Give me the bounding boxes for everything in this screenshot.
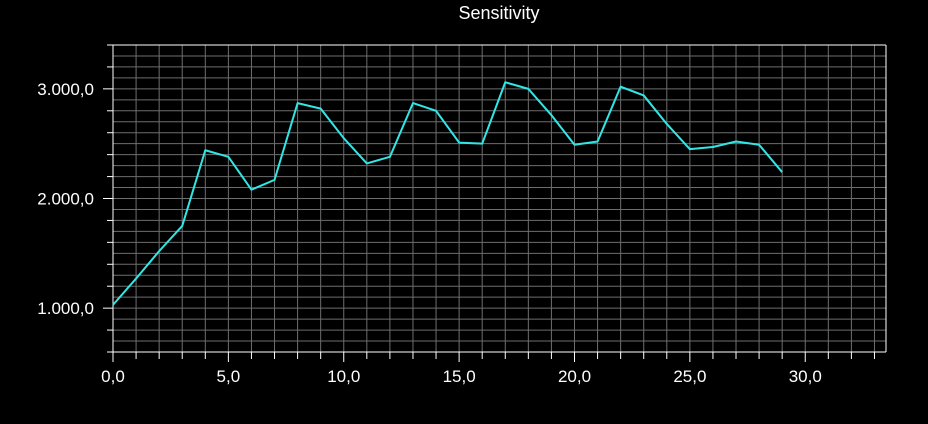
y-tick-label: 1.000,0 [37,299,94,318]
x-tick-label: 0,0 [101,367,125,386]
x-tick-label: 5,0 [217,367,241,386]
axes [103,44,887,362]
tick-labels: 0,0 5,0 10,0 15,0 20,0 25,0 30,0 1.000,0 2.000,0… [37,80,822,386]
grid-lines [112,44,886,353]
x-tick-label: 30,0 [789,367,822,386]
x-tick-label: 25,0 [673,367,706,386]
y-tick-label: 2.000,0 [37,190,94,209]
chart-title: Sensitivity [458,3,539,23]
x-tick-label: 10,0 [327,367,360,386]
x-tick-label: 15,0 [443,367,476,386]
x-tick-label: 20,0 [558,367,591,386]
series-layer [112,81,783,306]
series-line [112,81,783,306]
y-tick-label: 3.000,0 [37,80,94,99]
